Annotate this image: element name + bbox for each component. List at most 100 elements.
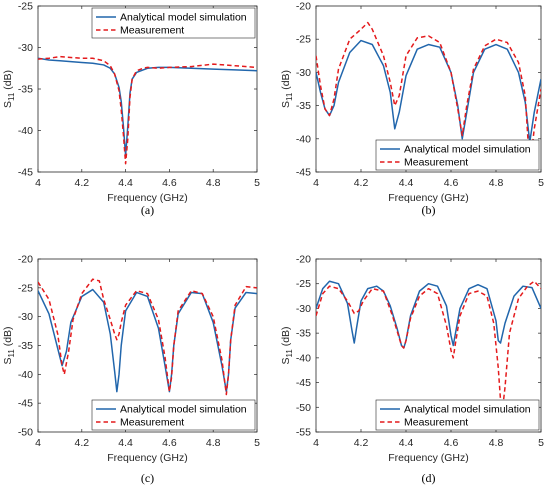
y-tick-label: -45: [18, 167, 33, 179]
x-tick-label: 4: [35, 177, 41, 189]
measurement-series-line: [316, 21, 541, 170]
y-axis-title-unit: (dB): [280, 70, 292, 93]
y-tick-label: -50: [18, 427, 33, 439]
legend-label: Measurement: [404, 417, 468, 429]
legend-label: Measurement: [120, 417, 184, 429]
x-tick-label: 4: [35, 437, 41, 449]
x-axis-title: Frequency (GHz): [388, 452, 469, 464]
legend-label: Analytical model simulation: [120, 404, 247, 416]
y-axis-title: S11 (dB): [280, 70, 294, 108]
y-tick-label: -25: [18, 1, 33, 13]
chart-panel-c: 4 4.2 4.4 4.6 4.8 5 -50 -45 -40 -35 -30 -25 -20 Frequ…: [2, 254, 260, 486]
legend-box: [91, 399, 256, 431]
plot-area-box: [315, 258, 542, 433]
x-tick-label: 5: [254, 437, 260, 449]
x-axis-title: Frequency (GHz): [107, 452, 188, 464]
x-tick-label: 4.6: [444, 177, 459, 189]
x-tick-label: 4.4: [118, 437, 133, 449]
x-tick-label: 4: [313, 177, 319, 189]
x-tick-label: 4.4: [399, 437, 414, 449]
x-tick-label: 4.2: [354, 437, 369, 449]
measurement-series-line: [38, 278, 257, 396]
x-tick-label: 4.4: [118, 177, 133, 189]
legend-box: [375, 399, 540, 431]
x-tick-label: 4.6: [162, 177, 177, 189]
x-tick-label: 4.4: [399, 177, 414, 189]
x-axis-title: Frequency (GHz): [107, 192, 188, 204]
simulation-series-line: [316, 280, 541, 349]
y-tick-label: -40: [296, 352, 311, 364]
x-tick-label: 4: [313, 437, 319, 449]
y-tick-label: -20: [296, 1, 311, 13]
y-axis-title-unit: (dB): [2, 70, 14, 93]
x-tick-label: 4.2: [74, 177, 89, 189]
chart-panel-b: 4 4.2 4.4 4.6 4.8 5 -45 -40 -35 -30 -25 -20 Frequenc…: [280, 1, 544, 218]
y-axis-title-subscript: 11: [285, 92, 294, 101]
y-tick-label: -45: [296, 377, 311, 389]
legend-label: Analytical model simulation: [404, 144, 531, 156]
y-tick-label: -30: [18, 42, 33, 54]
legend-label: Measurement: [404, 157, 468, 169]
y-tick-label: -35: [296, 100, 311, 112]
chart-panel-d: 4 4.2 4.4 4.6 4.8 5 -55 -50 -45 -40 -35 -30 -25 -20 Fr…: [280, 254, 544, 486]
y-axis-title-subscript: 11: [7, 349, 16, 358]
y-tick-label: -35: [18, 340, 33, 352]
panel-label: (a): [141, 203, 154, 217]
y-tick-label: -20: [296, 254, 311, 266]
y-tick-label: -40: [296, 133, 311, 145]
x-tick-label: 4.2: [354, 177, 369, 189]
panel-label: (b): [422, 203, 436, 217]
x-axis-title: Frequency (GHz): [388, 192, 469, 204]
y-tick-label: -25: [18, 282, 33, 294]
y-tick-label: -45: [296, 167, 311, 179]
x-tick-label: 5: [254, 177, 260, 189]
x-tick-label: 4.8: [489, 177, 504, 189]
y-tick-label: -30: [296, 303, 311, 315]
measurement-series-line: [38, 55, 257, 165]
legend-box: [91, 7, 256, 39]
x-tick-label: 4.6: [444, 437, 459, 449]
y-axis-title-unit: (dB): [2, 326, 14, 349]
chart-panel-a: 4 4.2 4.4 4.6 4.8 5 -45 -40 -35 -30 -25 Frequency (…: [2, 1, 260, 218]
x-tick-label: 4.8: [206, 437, 221, 449]
y-axis-title: S11 (dB): [2, 70, 16, 108]
x-tick-label: 5: [538, 177, 544, 189]
measurement-series-line: [316, 280, 541, 409]
y-axis-title-main: S: [2, 101, 14, 108]
y-axis-title-main: S: [280, 101, 292, 108]
y-tick-label: -35: [18, 84, 33, 96]
y-axis-title-subscript: 11: [7, 92, 16, 101]
legend-label: Measurement: [120, 25, 184, 37]
y-tick-label: -40: [18, 125, 33, 137]
y-tick-label: -50: [296, 402, 311, 414]
x-tick-label: 5: [538, 437, 544, 449]
y-tick-label: -20: [18, 254, 33, 266]
legend-label: Analytical model simulation: [404, 404, 531, 416]
y-tick-label: -30: [296, 67, 311, 79]
y-tick-label: -45: [18, 398, 33, 410]
y-tick-label: -25: [296, 278, 311, 290]
legend-label: Analytical model simulation: [120, 12, 247, 24]
y-tick-label: -55: [296, 427, 311, 439]
y-axis-title-subscript: 11: [285, 349, 294, 358]
panel-label: (d): [422, 471, 436, 485]
y-axis-title: S11 (dB): [2, 326, 16, 364]
legend-box: [375, 139, 540, 171]
y-tick-label: -40: [18, 369, 33, 381]
simulation-series-line: [316, 39, 541, 143]
y-axis-title-main: S: [2, 358, 14, 365]
y-axis-title: S11 (dB): [280, 326, 294, 364]
x-tick-label: 4.8: [206, 177, 221, 189]
x-tick-label: 4.6: [162, 437, 177, 449]
panel-label: (c): [141, 471, 154, 485]
x-tick-label: 4.2: [74, 437, 89, 449]
y-tick-label: -30: [18, 311, 33, 323]
x-tick-label: 4.8: [489, 437, 504, 449]
y-tick-label: -25: [296, 34, 311, 46]
y-tick-label: -35: [296, 328, 311, 340]
